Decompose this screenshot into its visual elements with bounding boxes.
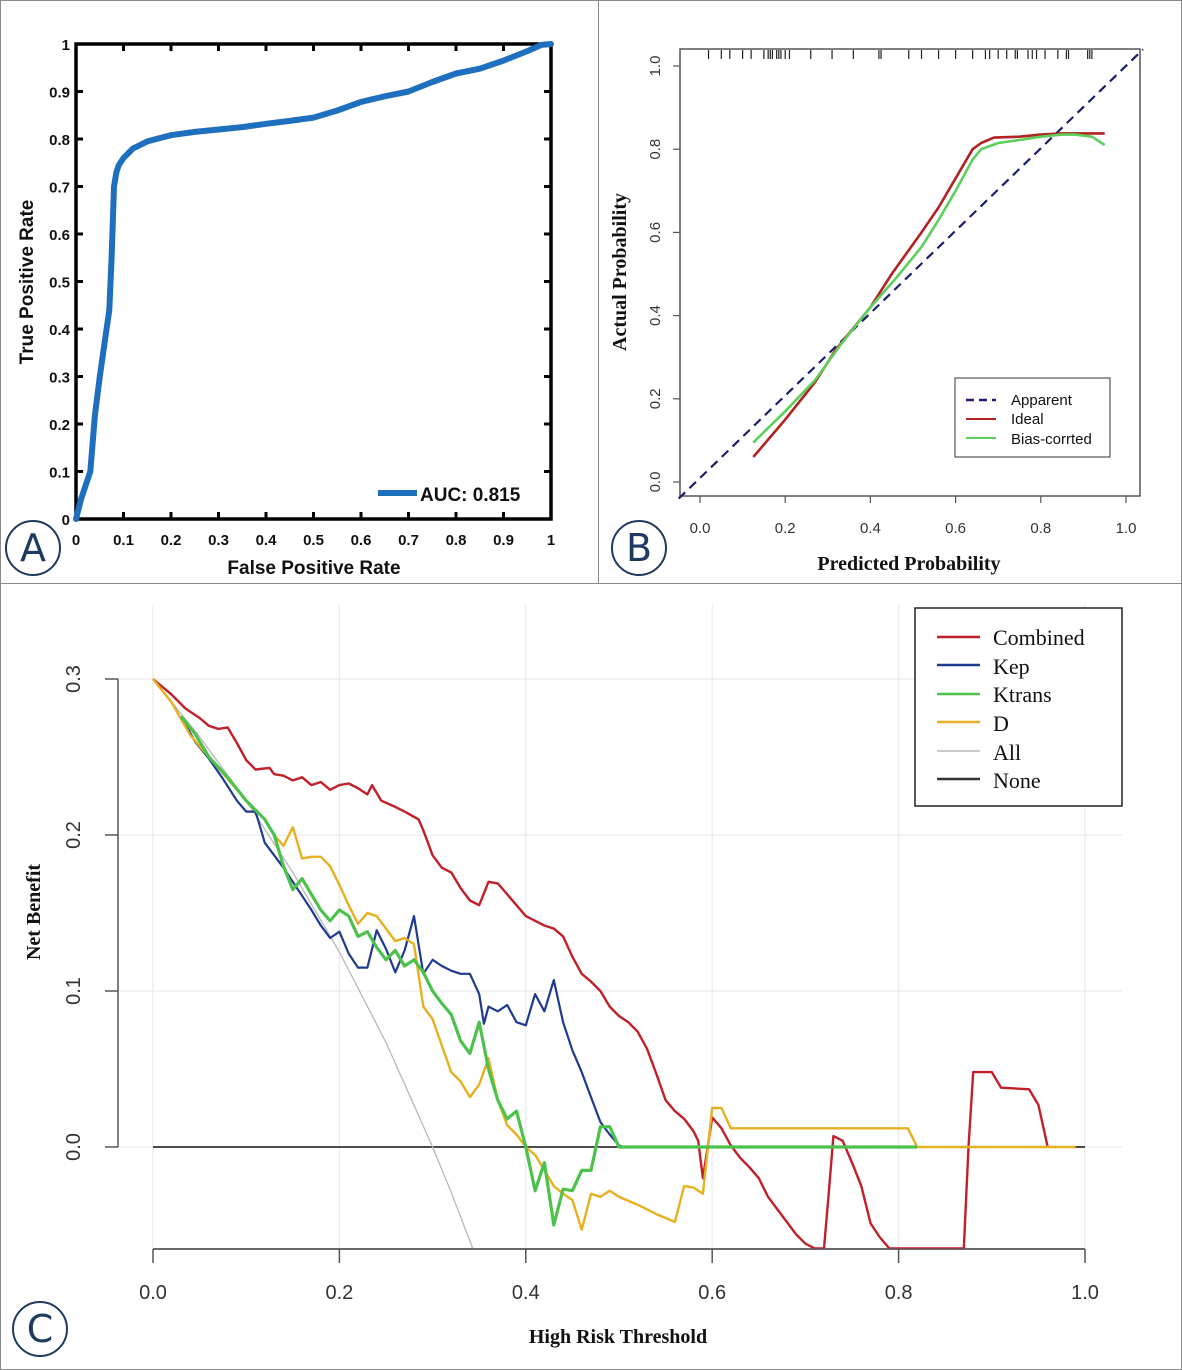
roc-x-tick-label: 0.6 — [351, 532, 372, 549]
calibration-x-tick-label: 0.2 — [775, 520, 796, 537]
roc-legend-label: AUC: 0.815 — [420, 485, 521, 506]
roc-y-tick-label: 0.7 — [49, 180, 70, 197]
roc-y-tick-label: 0.8 — [49, 132, 70, 149]
calibration-legend-box — [954, 377, 1111, 458]
dca-line-ktrans — [179, 715, 918, 1227]
calibration-legend-label-bias-corrected: Bias-corrted — [1011, 431, 1092, 448]
roc-x-tick-label: 0.2 — [161, 532, 182, 549]
calibration-x-tick-label: 0.4 — [860, 520, 881, 537]
panel-b-calibration — [598, 0, 1182, 585]
roc-x-tick-label: 0.4 — [256, 532, 278, 549]
calibration-y-tick-label: 0.8 — [647, 139, 664, 160]
panel-label-c: C — [12, 1301, 68, 1357]
panel-a-roc — [0, 0, 600, 585]
dca-x-tick-label: 0.0 — [139, 1282, 167, 1304]
roc-x-tick-label: 0.5 — [303, 532, 324, 549]
dca-legend-label-ktrans: Ktrans — [993, 682, 1052, 707]
dca-y-tick-label: 0.1 — [63, 977, 85, 1005]
roc-y-tick-label: 0.3 — [49, 370, 70, 387]
roc-plot-frame — [74, 42, 553, 521]
roc-x-tick-label: 0 — [72, 532, 80, 549]
dca-line-all — [152, 678, 474, 1249]
roc-x-tick-label: 1 — [547, 532, 555, 549]
calibration-x-tick-label: 0.6 — [945, 520, 966, 537]
roc-y-tick-label: 0.4 — [49, 322, 71, 339]
calibration-y-tick-label: 0.6 — [647, 222, 664, 243]
roc-y-tick-label: 0.2 — [49, 417, 70, 434]
calibration-legend-label-ideal: Ideal — [1011, 411, 1044, 428]
roc-y-tick-label: 0 — [62, 512, 70, 529]
calibration-x-axis-label: Predicted Probability — [817, 553, 1000, 575]
calibration-x-tick-label: 0.0 — [690, 520, 711, 537]
roc-y-tick-label: 0.1 — [49, 465, 70, 482]
dca-legend-label-all: All — [993, 740, 1021, 765]
dca-line-combined — [152, 678, 1049, 1249]
calibration-line-bias-corrted — [752, 133, 1106, 444]
roc-x-tick-label: 0.1 — [113, 532, 134, 549]
dca-y-tick-label: 0.2 — [63, 821, 85, 849]
dca-x-axis-label: High Risk Threshold — [529, 1326, 707, 1348]
dca-y-tick-label: 0.3 — [63, 665, 85, 693]
calibration-x-tick-label: 0.8 — [1030, 520, 1051, 537]
roc-x-axis-label: False Positive Rate — [227, 558, 400, 579]
dca-legend-box — [914, 607, 1123, 807]
dca-legend-label-combined: Combined — [993, 625, 1085, 650]
dca-x-tick-label: 0.6 — [698, 1282, 726, 1304]
roc-x-tick-label: 0.9 — [493, 532, 514, 549]
calibration-y-axis-label: Actual Probability — [609, 193, 631, 351]
roc-y-tick-label: 0.5 — [49, 275, 70, 292]
dca-legend-label-none: None — [993, 768, 1041, 793]
calibration-legend-label-apparent: Apparent — [1011, 392, 1073, 409]
calibration-x-tick-label: 1.0 — [1116, 520, 1137, 537]
dca-legend-label-kep: Kep — [993, 654, 1030, 679]
calibration-y-tick-label: 1.0 — [647, 56, 664, 77]
dca-y-axis-label: Net Benefit — [23, 864, 45, 960]
calibration-line-apparent — [677, 48, 1144, 500]
dca-line-kep — [180, 715, 625, 1149]
panel-label-b: B — [611, 520, 667, 576]
dca-line-d — [152, 678, 1076, 1231]
roc-y-axis-label: True Positive Rate — [17, 200, 38, 365]
calibration-plot-frame — [679, 48, 1141, 497]
dca-x-tick-label: 1.0 — [1071, 1282, 1099, 1304]
roc-y-tick-label: 1 — [62, 37, 70, 54]
roc-x-tick-label: 0.8 — [446, 532, 467, 549]
dca-x-tick-label: 0.2 — [325, 1282, 353, 1304]
panel-label-a: A — [5, 520, 61, 576]
calibration-y-tick-label: 0.4 — [647, 305, 664, 326]
roc-curve-line — [73, 41, 554, 522]
dca-y-tick-label: 0.0 — [63, 1133, 85, 1161]
dca-legend-label-d: D — [993, 711, 1009, 736]
roc-x-tick-label: 0.3 — [208, 532, 229, 549]
roc-x-tick-label: 0.7 — [398, 532, 419, 549]
dca-x-tick-label: 0.8 — [885, 1282, 913, 1304]
calibration-y-tick-label: 0.0 — [647, 472, 664, 493]
roc-y-tick-label: 0.6 — [49, 227, 70, 244]
dca-x-tick-label: 0.4 — [512, 1282, 540, 1304]
calibration-y-tick-label: 0.2 — [647, 388, 664, 409]
roc-y-tick-label: 0.9 — [49, 85, 70, 102]
